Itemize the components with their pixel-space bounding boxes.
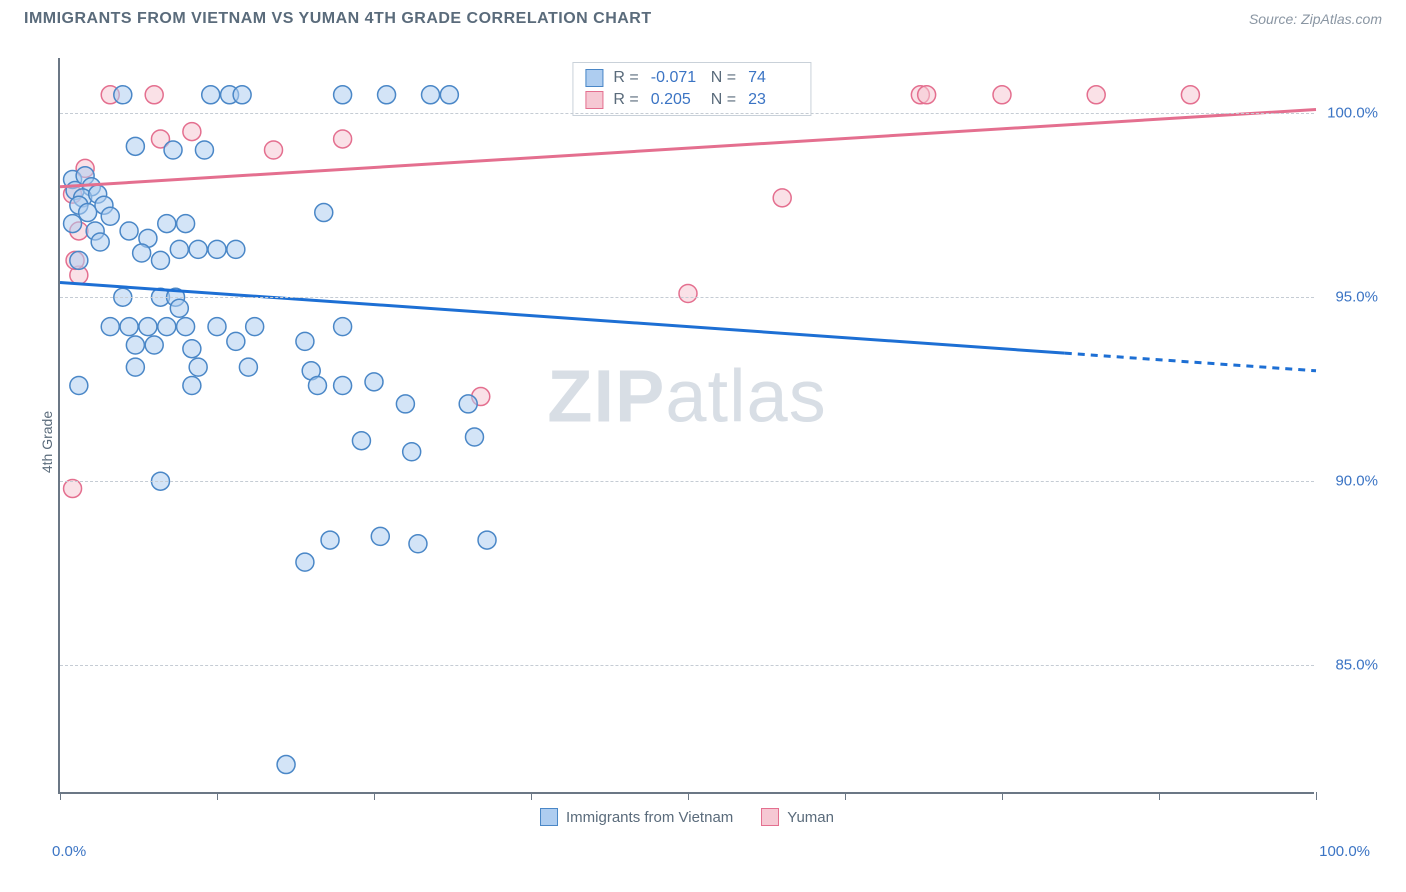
- y-tick-label: 85.0%: [1335, 657, 1378, 674]
- stats-legend: R = -0.071 N = 74 R = 0.205 N = 23: [572, 62, 811, 116]
- x-tick: [1159, 792, 1160, 800]
- swatch-series-0: [585, 69, 603, 87]
- swatch-bottom-0: [540, 808, 558, 826]
- gridline: [60, 665, 1314, 666]
- bottom-legend-item-1: Yuman: [761, 808, 834, 826]
- x-tick: [217, 792, 218, 800]
- y-tick-label: 100.0%: [1327, 105, 1378, 122]
- chart-container: 4th Grade ZIPatlas R = -0.071 N = 74 R =…: [58, 58, 1384, 826]
- x-tick: [60, 792, 61, 800]
- gridline: [60, 113, 1314, 114]
- x-tick: [374, 792, 375, 800]
- scatter-svg: [60, 58, 1314, 792]
- y-axis-label: 4th Grade: [39, 411, 55, 473]
- stats-legend-row-1: R = 0.205 N = 23: [585, 89, 798, 111]
- bottom-legend: Immigrants from Vietnam Yuman: [540, 808, 834, 826]
- x-max-label: 100.0%: [1319, 843, 1370, 860]
- y-tick-label: 90.0%: [1335, 473, 1378, 490]
- gridline: [60, 297, 1314, 298]
- bottom-legend-item-0: Immigrants from Vietnam: [540, 808, 733, 826]
- gridline: [60, 481, 1314, 482]
- stats-legend-row-0: R = -0.071 N = 74: [585, 67, 798, 89]
- y-tick-label: 95.0%: [1335, 289, 1378, 306]
- x-tick: [1002, 792, 1003, 800]
- plot-area: ZIPatlas R = -0.071 N = 74 R = 0.205 N =…: [58, 58, 1314, 794]
- swatch-series-1: [585, 91, 603, 109]
- x-tick: [531, 792, 532, 800]
- x-tick: [1316, 792, 1317, 800]
- x-tick: [845, 792, 846, 800]
- swatch-bottom-1: [761, 808, 779, 826]
- x-tick: [688, 792, 689, 800]
- x-min-label: 0.0%: [52, 843, 86, 860]
- chart-title: IMMIGRANTS FROM VIETNAM VS YUMAN 4TH GRA…: [24, 10, 652, 28]
- source-label: Source: ZipAtlas.com: [1249, 11, 1382, 27]
